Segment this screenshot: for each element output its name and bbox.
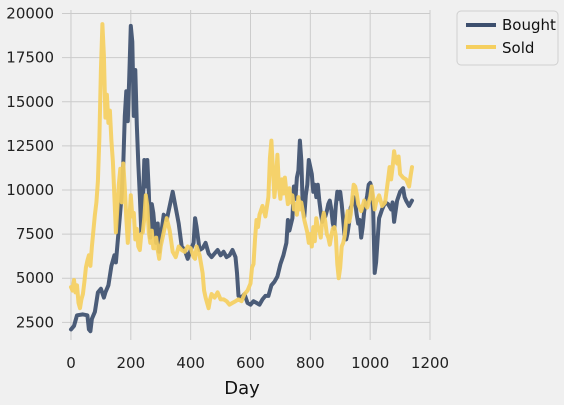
x-tick-label: 200 <box>116 354 145 372</box>
x-axis-title: Day <box>224 378 260 399</box>
series-line-sold <box>69 22 414 311</box>
series-lines <box>69 22 414 334</box>
x-tick-label: 1200 <box>411 354 449 372</box>
series-line-bought <box>69 23 414 334</box>
y-tick-label: 15000 <box>6 93 54 111</box>
y-tick-labels: 2500 5000 7500 10000 12500 15000 17500 20000 <box>6 5 54 332</box>
y-tick-label: 2500 <box>16 313 54 331</box>
y-tick-label: 12500 <box>6 137 54 155</box>
y-tick-label: 17500 <box>6 49 54 67</box>
legend-label-bought: Bought <box>502 16 556 34</box>
x-tick-label: 600 <box>236 354 265 372</box>
x-tick-label: 1000 <box>351 354 389 372</box>
x-tick-label: 0 <box>66 354 76 372</box>
legend: Bought Sold <box>456 10 559 66</box>
y-tick-label: 20000 <box>6 5 54 23</box>
y-tick-label: 5000 <box>16 269 54 287</box>
y-tick-label: 10000 <box>6 181 54 199</box>
legend-label-sold: Sold <box>502 39 534 57</box>
y-tick-label: 7500 <box>16 225 54 243</box>
x-tick-labels: 0 200 400 600 800 1000 1200 <box>66 354 449 372</box>
x-tick-label: 800 <box>296 354 325 372</box>
x-tick-label: 400 <box>176 354 205 372</box>
